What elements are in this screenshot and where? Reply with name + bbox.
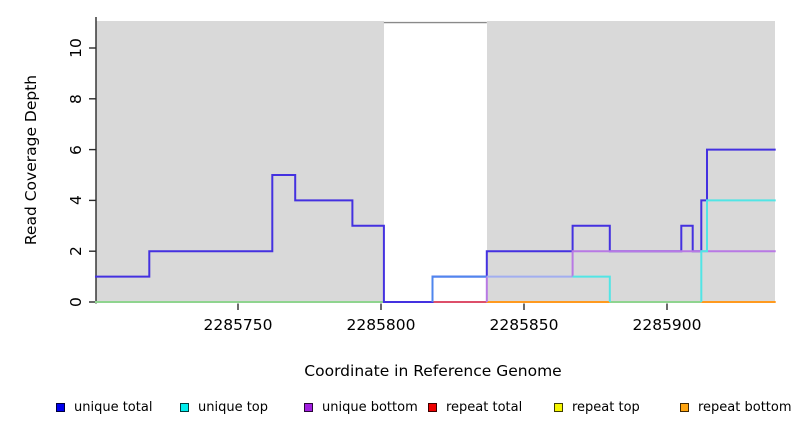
legend-swatch-icon [428, 402, 437, 412]
legend-label: repeat top [572, 399, 640, 415]
coverage-line-segment [700, 199, 776, 302]
x-tick-label: 2285750 [203, 316, 273, 334]
y-tick-label: 2 [67, 246, 85, 257]
coverage-line-segment [571, 250, 776, 277]
coverage-line-segment [95, 148, 776, 303]
legend-item: repeat top [554, 398, 640, 416]
legend-label: unique top [198, 399, 269, 415]
legend-item: unique top [180, 398, 268, 416]
legend-label: repeat total [446, 399, 523, 415]
x-tick-label: 2285850 [489, 316, 559, 334]
legend-label: unique bottom [322, 399, 418, 415]
legend-swatch-icon [180, 402, 189, 412]
legend-label: unique total [74, 399, 153, 415]
legend-item: unique bottom [304, 398, 418, 416]
y-axis-label: Read Coverage Depth [22, 74, 40, 246]
legend-item: unique total [56, 398, 152, 416]
x-axis-label: Coordinate in Reference Genome [304, 362, 562, 380]
legend-swatch-icon [554, 402, 563, 412]
legend-swatch-icon [56, 402, 65, 412]
legend-label: repeat bottom [698, 399, 792, 415]
x-tick-label: 2285900 [632, 316, 702, 334]
legend-item: repeat total [428, 398, 522, 416]
coverage-line-segment [431, 275, 487, 302]
y-tick-label: 10 [67, 38, 85, 58]
coverage-line-segment [572, 275, 611, 302]
x-tick-label: 2285800 [346, 316, 416, 334]
legend: unique total unique top unique bottom repea… [0, 398, 792, 418]
y-tick-label: 8 [67, 93, 85, 104]
gap-highlight-band [383, 8, 487, 302]
legend-item: repeat bottom [680, 398, 792, 416]
legend-swatch-icon [304, 402, 313, 412]
legend-swatch-icon [680, 402, 689, 412]
y-tick-label: 6 [67, 144, 85, 155]
y-tick-label: 0 [67, 297, 85, 307]
y-tick-label: 4 [67, 195, 85, 206]
